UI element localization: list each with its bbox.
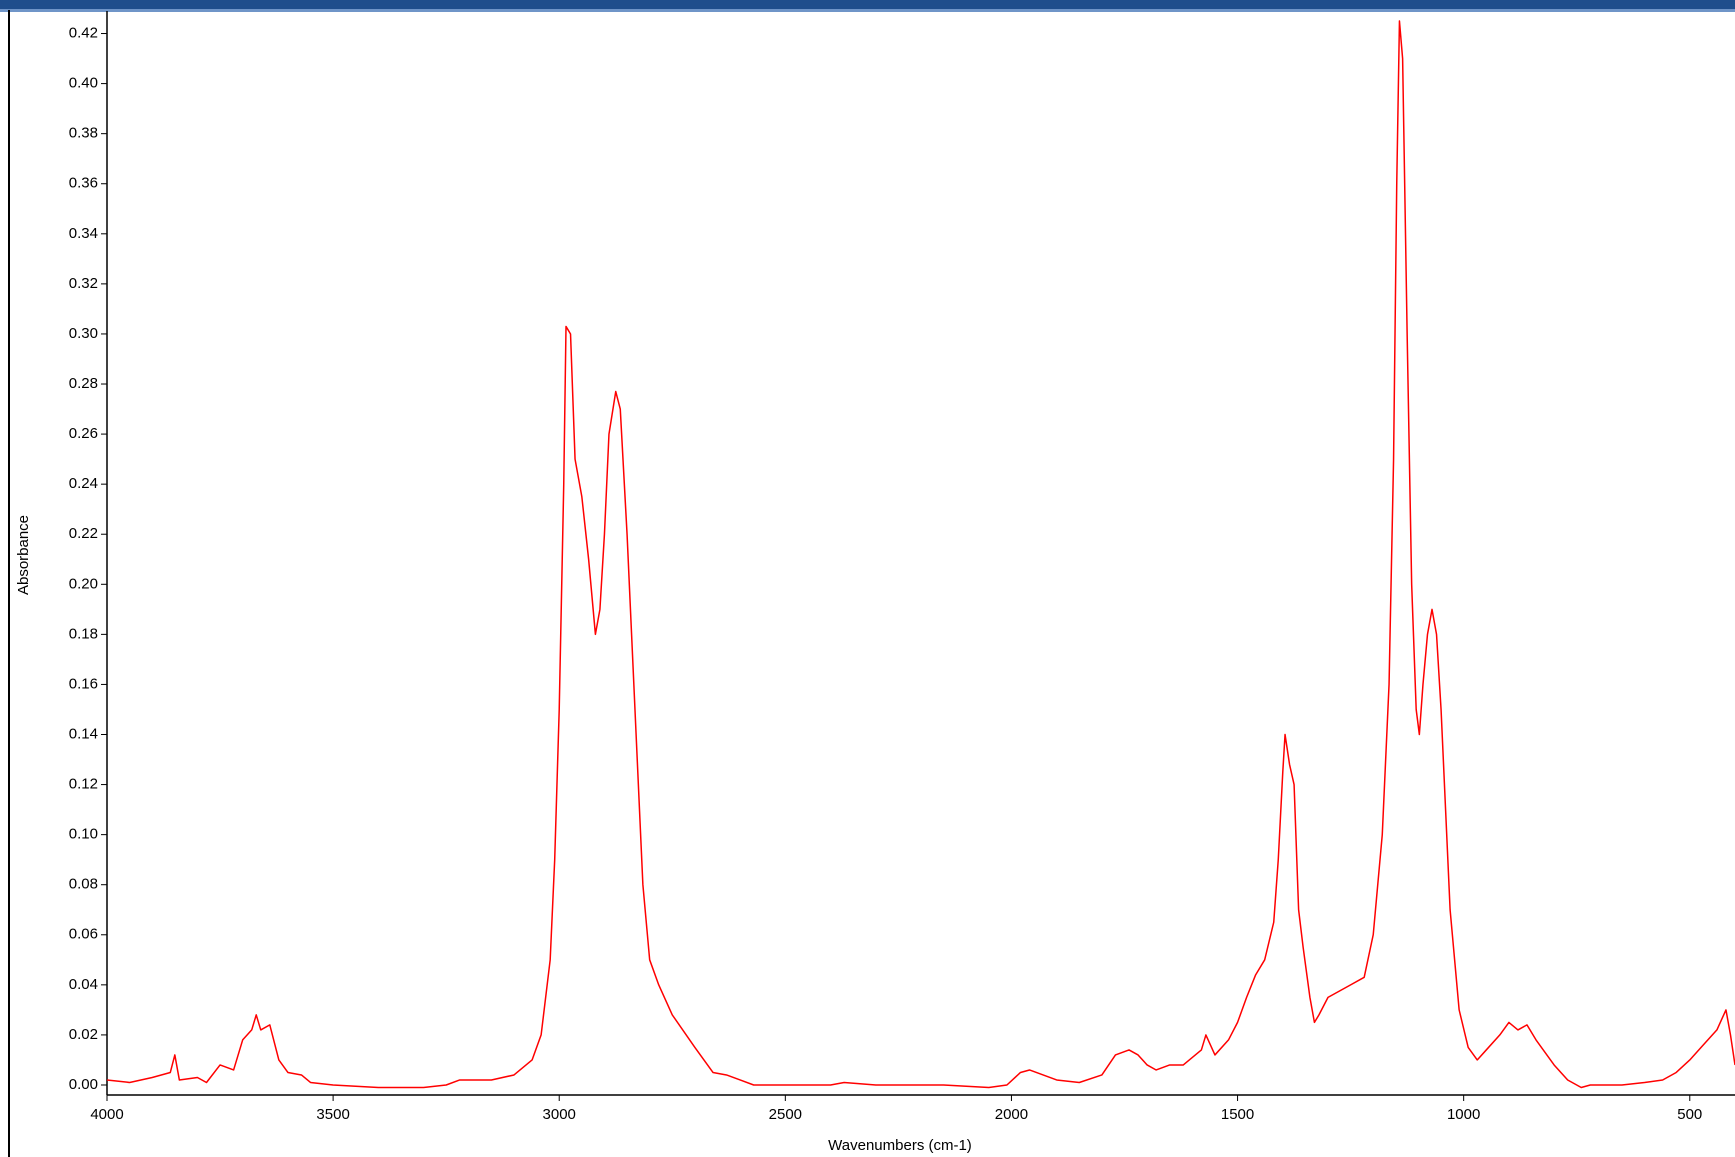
y-tick-label: 0.20 [69, 575, 98, 592]
y-tick-label: 0.22 [69, 525, 98, 542]
x-tick-label: 2000 [995, 1106, 1028, 1123]
y-tick-label: 0.12 [69, 776, 98, 793]
x-tick-label: 1500 [1221, 1106, 1254, 1123]
y-tick-label: 0.02 [69, 1026, 98, 1043]
x-tick-label: 3000 [543, 1106, 576, 1123]
y-tick-label: 0.04 [69, 976, 98, 993]
y-tick-label: 0.18 [69, 625, 98, 642]
y-tick-label: 0.14 [69, 725, 98, 742]
x-tick-label: 2500 [769, 1106, 802, 1123]
y-tick-label: 0.32 [69, 275, 98, 292]
y-axis-label: Absorbance [15, 515, 32, 595]
y-tick-label: 0.24 [69, 475, 98, 492]
x-tick-label: 500 [1677, 1106, 1702, 1123]
y-tick-label: 0.36 [69, 175, 98, 192]
y-tick-label: 0.42 [69, 24, 98, 41]
window-bar-edge [0, 9, 1735, 12]
y-tick-label: 0.08 [69, 876, 98, 893]
y-tick-label: 0.26 [69, 425, 98, 442]
window-bar [0, 0, 1735, 9]
x-axis-label: Wavenumbers (cm-1) [828, 1137, 972, 1154]
y-tick-label: 0.00 [69, 1076, 98, 1093]
y-tick-label: 0.30 [69, 325, 98, 342]
spectrum-line [106, 20, 1735, 1089]
y-tick-label: 0.28 [69, 375, 98, 392]
y-tick-label: 0.10 [69, 826, 98, 843]
x-tick-label: 1000 [1447, 1106, 1480, 1123]
y-tick-label: 0.06 [69, 926, 98, 943]
x-tick-label: 4000 [90, 1106, 123, 1123]
y-tick-label: 0.34 [69, 225, 98, 242]
x-tick-label: 3500 [316, 1106, 349, 1123]
y-tick-label: 0.16 [69, 675, 98, 692]
y-tick-label: 0.38 [69, 125, 98, 142]
y-tick-label: 0.40 [69, 75, 98, 92]
